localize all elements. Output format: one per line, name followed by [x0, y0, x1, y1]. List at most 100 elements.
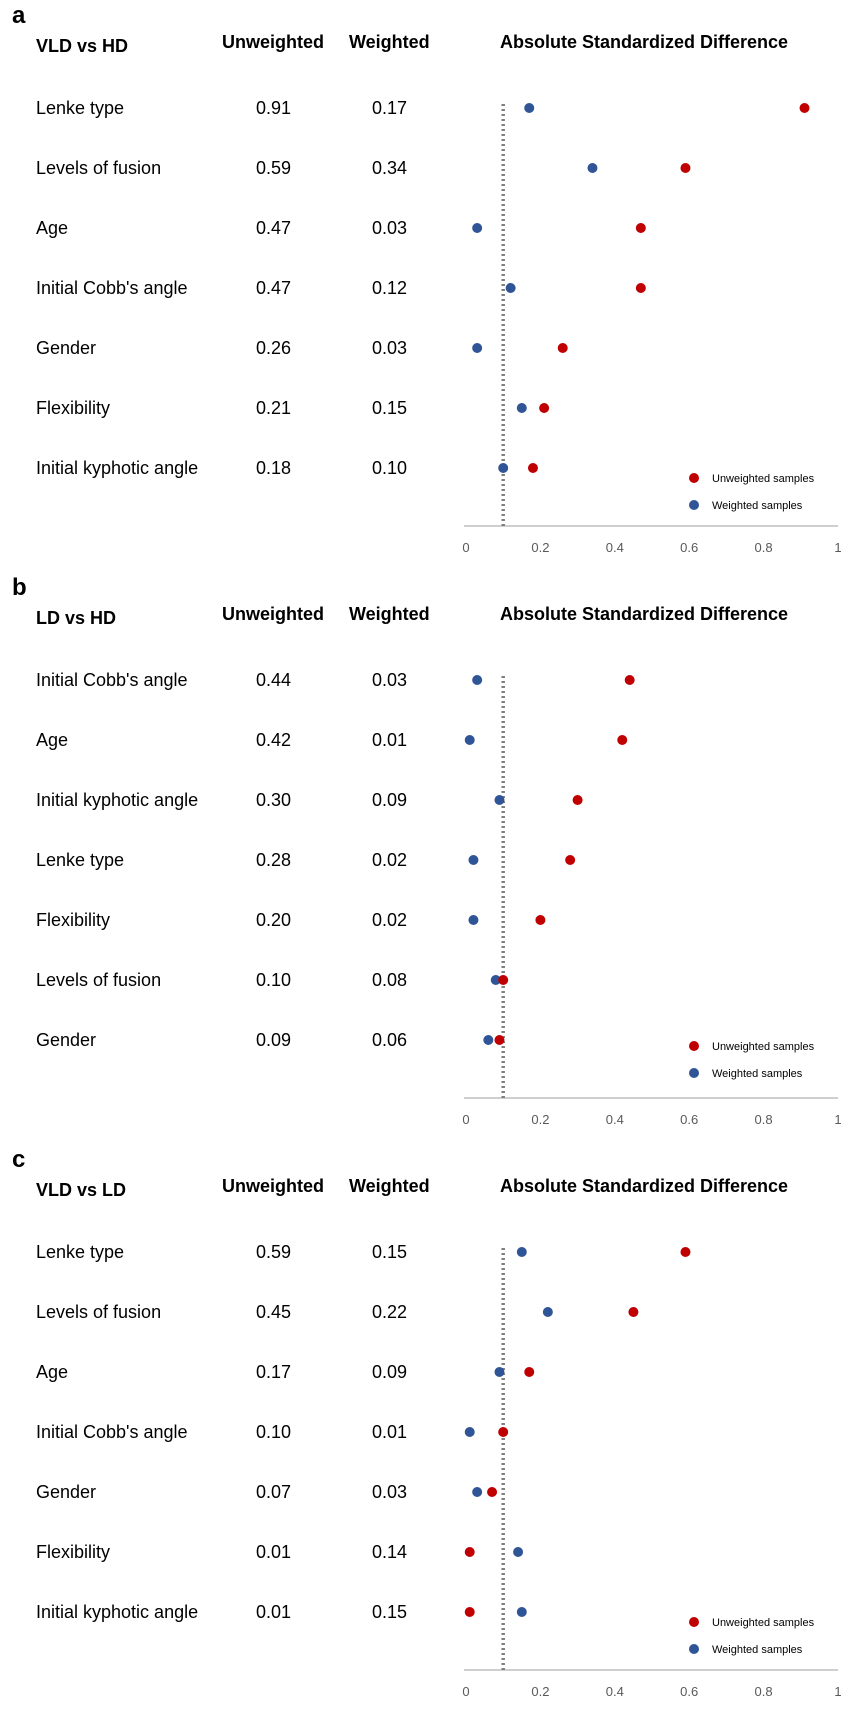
weighted-point	[472, 675, 483, 685]
weighted-point	[464, 1427, 475, 1437]
row-label: Age	[36, 730, 69, 750]
unweighted-point	[617, 735, 628, 745]
weighted-value: 0.09	[372, 1362, 408, 1382]
weighted-value: 0.03	[372, 1482, 408, 1502]
x-tick-label: 0	[462, 1112, 469, 1127]
x-tick-label: 0.6	[680, 1112, 698, 1127]
row-label: Flexibility	[36, 1542, 111, 1562]
unweighted-point	[498, 1427, 509, 1437]
unweighted-point	[565, 855, 576, 865]
unweighted-point	[680, 1247, 691, 1257]
unweighted-value: 0.07	[256, 1482, 292, 1502]
x-tick-label: 0.8	[755, 1684, 773, 1699]
unweighted-value: 0.45	[256, 1302, 292, 1322]
unweighted-point	[635, 223, 646, 233]
x-tick-label: 0.6	[680, 540, 698, 555]
unweighted-value: 0.59	[256, 1242, 292, 1262]
x-tick-label: 0.6	[680, 1684, 698, 1699]
panel-letter: a	[12, 2, 26, 29]
legend-marker-weighted	[689, 1068, 699, 1078]
dot-plot: 0 0.2 0.4 0.6 0.8 1 Unweighted samples Weighted…	[462, 1247, 842, 1699]
row-label: Gender	[36, 1030, 97, 1050]
weighted-value: 0.03	[372, 338, 408, 358]
legend-label-unweighted: Unweighted samples	[712, 473, 815, 485]
unweighted-value: 0.47	[256, 278, 292, 298]
row-label: Initial Cobb's angle	[36, 670, 188, 690]
x-tick-label: 0.4	[606, 540, 624, 555]
row-label: Gender	[36, 338, 97, 358]
x-tick-label: 0	[462, 1684, 469, 1699]
row-label: Flexibility	[36, 910, 111, 930]
legend-label-weighted: Weighted samples	[712, 1068, 803, 1080]
unweighted-value: 0.42	[256, 730, 292, 750]
x-tick-label: 0.2	[531, 1684, 549, 1699]
panel-letter: c	[12, 1146, 26, 1173]
column-header-weighted: Weighted	[349, 32, 430, 52]
legend-marker-unweighted	[689, 1617, 699, 1627]
weighted-value: 0.02	[372, 850, 408, 870]
row-label: Initial Cobb's angle	[36, 278, 188, 298]
row-label: Age	[36, 1362, 69, 1382]
x-tick-label: 0.4	[606, 1112, 624, 1127]
legend-label-weighted: Weighted samples	[712, 1644, 803, 1656]
row-label: Levels of fusion	[36, 970, 162, 990]
weighted-point	[587, 163, 598, 173]
weighted-point	[524, 103, 535, 113]
row-label: Lenke type	[36, 98, 125, 118]
unweighted-point	[635, 283, 646, 293]
unweighted-point	[572, 795, 583, 805]
column-header-plot: Absolute Standardized Difference	[500, 1176, 789, 1196]
unweighted-value: 0.30	[256, 790, 292, 810]
unweighted-point	[487, 1487, 498, 1497]
weighted-point	[468, 915, 479, 925]
weighted-value: 0.03	[372, 670, 408, 690]
weighted-value: 0.17	[372, 98, 408, 118]
column-header-plot: Absolute Standardized Difference	[500, 32, 789, 52]
unweighted-value: 0.28	[256, 850, 292, 870]
unweighted-point	[799, 103, 810, 113]
weighted-point	[505, 283, 516, 293]
unweighted-value: 0.21	[256, 398, 292, 418]
unweighted-value: 0.10	[256, 970, 292, 990]
weighted-point	[464, 735, 475, 745]
unweighted-value: 0.18	[256, 458, 292, 478]
panel-letter: b	[12, 574, 27, 601]
unweighted-point	[524, 1367, 535, 1377]
weighted-value: 0.15	[372, 1602, 408, 1622]
unweighted-point	[624, 675, 635, 685]
weighted-point	[542, 1307, 553, 1317]
unweighted-point	[539, 403, 550, 413]
column-header-plot: Absolute Standardized Difference	[500, 604, 789, 624]
weighted-value: 0.01	[372, 730, 408, 750]
row-label: Initial kyphotic angle	[36, 458, 199, 478]
weighted-value: 0.08	[372, 970, 408, 990]
weighted-value: 0.15	[372, 398, 408, 418]
unweighted-value: 0.26	[256, 338, 292, 358]
column-header-unweighted: Unweighted	[222, 604, 324, 624]
legend-label-unweighted: Unweighted samples	[712, 1041, 815, 1053]
x-tick-label: 0.2	[531, 540, 549, 555]
column-header-unweighted: Unweighted	[222, 1176, 324, 1196]
weighted-value: 0.15	[372, 1242, 408, 1262]
weighted-value: 0.12	[372, 278, 408, 298]
unweighted-point	[680, 163, 691, 173]
unweighted-value: 0.17	[256, 1362, 292, 1382]
comparison-title: LD vs HD	[36, 608, 117, 628]
row-label: Levels of fusion	[36, 1302, 162, 1322]
unweighted-point	[628, 1307, 639, 1317]
weighted-point	[490, 975, 501, 985]
row-label: Initial kyphotic angle	[36, 790, 199, 810]
row-label: Age	[36, 218, 69, 238]
column-header-weighted: Weighted	[349, 604, 430, 624]
weighted-point	[498, 463, 509, 473]
panel-c: c VLD vs LD Unweighted Weighted Absolute Sta…	[0, 1144, 859, 1716]
dot-plot: 0 0.2 0.4 0.6 0.8 1 Unweighted samples Weighted…	[462, 675, 842, 1127]
unweighted-point	[527, 463, 538, 473]
x-tick-label: 0.8	[755, 540, 773, 555]
weighted-value: 0.10	[372, 458, 408, 478]
x-tick-label: 1	[834, 1684, 841, 1699]
x-tick-label: 0.8	[755, 1112, 773, 1127]
x-tick-label: 0	[462, 540, 469, 555]
x-tick-label: 0.2	[531, 1112, 549, 1127]
